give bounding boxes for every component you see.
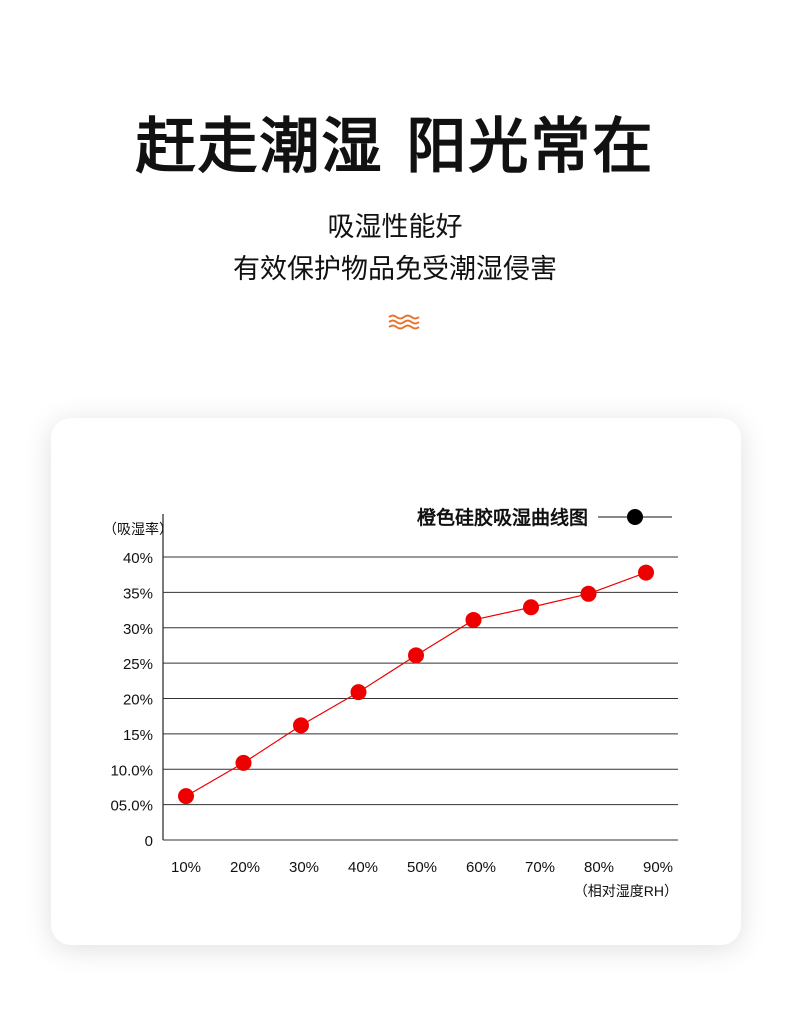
data-point [408, 647, 424, 664]
page-title: 赶走潮湿 阳光常在 [135, 112, 655, 182]
data-point [235, 754, 252, 771]
x-tick-label: 30% [289, 859, 319, 876]
legend-marker [627, 509, 643, 525]
data-point [178, 788, 194, 805]
x-tick-label: 80% [584, 859, 614, 876]
y-tick-label: 15% [123, 727, 153, 744]
legend-label: 橙色硅胶吸湿曲线图 [417, 506, 588, 529]
x-tick-label: 10% [171, 859, 201, 876]
y-tick-label: 05.0% [110, 798, 153, 815]
y-tick-label: 35% [123, 585, 153, 602]
data-point [350, 684, 367, 701]
y-tick-label: 10.0% [110, 762, 153, 779]
data-point [580, 585, 597, 602]
wave-icon [388, 314, 420, 330]
y-axis-label: （吸湿率） [103, 521, 173, 537]
subtitle-line-2: 有效保护物品免受潮湿侵害 [233, 254, 557, 285]
subtitle-line-1: 吸湿性能好 [327, 212, 463, 243]
series-line [185, 572, 647, 797]
data-point [638, 564, 654, 581]
data-point [293, 717, 309, 734]
y-tick-label: 0 [145, 833, 153, 850]
x-tick-label: 60% [466, 859, 496, 876]
x-tick-label: 70% [525, 859, 555, 876]
data-point [523, 599, 539, 616]
y-tick-label: 20% [123, 692, 153, 709]
y-tick-label: 40% [123, 550, 153, 567]
x-axis-label: （相对湿度RH） [574, 883, 678, 899]
x-tick-label: 90% [643, 859, 673, 876]
y-tick-label: 30% [123, 621, 153, 638]
x-tick-label: 20% [230, 859, 260, 876]
x-tick-label: 50% [407, 859, 437, 876]
data-point [465, 611, 482, 628]
x-tick-label: 40% [348, 859, 378, 876]
chart-card [51, 418, 741, 945]
y-tick-label: 25% [123, 656, 153, 673]
